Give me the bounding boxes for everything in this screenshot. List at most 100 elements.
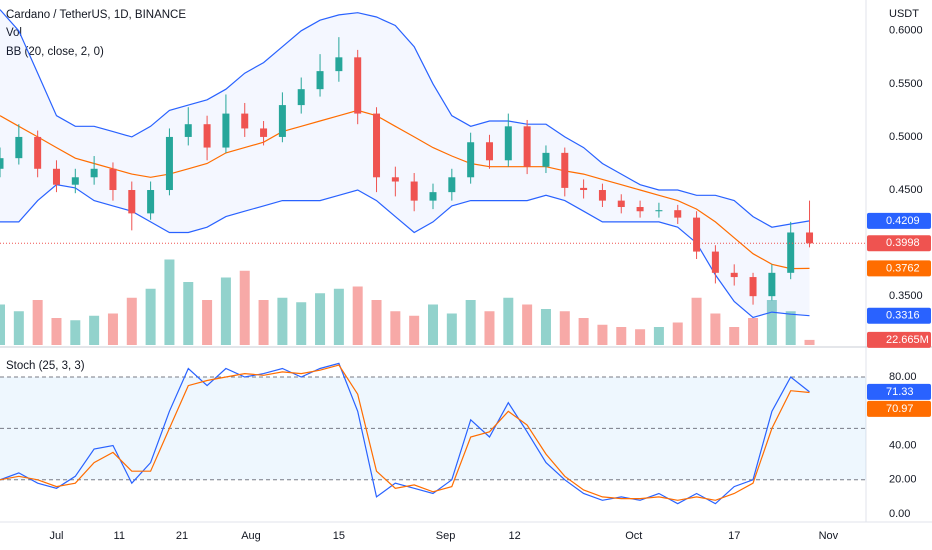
candle-body [448, 177, 456, 193]
volume-bar [766, 300, 777, 345]
candle-body [0, 158, 4, 169]
volume-bar [277, 297, 288, 345]
price-pane [0, 9, 815, 345]
candle-body [485, 142, 493, 161]
bb-lower-label-box [867, 307, 931, 324]
y-tick-label: 20.00 [889, 474, 917, 486]
candle-body [580, 187, 588, 191]
candle-body [373, 113, 381, 178]
candle-body [410, 181, 418, 201]
candle-body [711, 251, 719, 273]
volume-bar [126, 297, 137, 345]
volume-bar [32, 300, 43, 345]
volume-bar [503, 297, 514, 345]
candle-body [165, 136, 173, 191]
volume-bar [578, 318, 589, 345]
volume-bar [710, 313, 721, 345]
candle-body [354, 57, 362, 114]
volume-bar [409, 315, 420, 345]
volume-bar [540, 309, 551, 345]
volume-bar [220, 277, 231, 345]
x-tick-label: Aug [241, 530, 261, 542]
candle-body [636, 207, 644, 212]
stoch-value-label-box [867, 400, 931, 417]
candle-body [749, 277, 757, 297]
volume-bar [202, 300, 213, 345]
volume-bar [559, 311, 570, 345]
candle-body [260, 128, 268, 137]
candle-body [128, 190, 136, 214]
candle-body [504, 126, 512, 161]
candle-body [222, 113, 230, 148]
candle-body [730, 272, 738, 278]
chart-title: Cardano / TetherUS, 1D, BINANCE [6, 9, 186, 21]
volume-bar [390, 311, 401, 345]
stoch-value-label-box [867, 383, 931, 400]
x-tick-label: Oct [625, 530, 642, 542]
y-tick-label: 0.5000 [889, 131, 923, 143]
volume-bar [239, 270, 250, 345]
stoch-value-label: 70.97 [886, 403, 914, 415]
y-tick-label: 0.3500 [889, 290, 923, 302]
candle-body [523, 126, 531, 167]
volume-bar [315, 293, 326, 345]
volume-bar [51, 318, 62, 345]
volume-label: 22.665M [886, 334, 929, 346]
y-tick-label: 0.5500 [889, 78, 923, 90]
bb-basis-label: 0.3762 [886, 262, 920, 274]
x-tick-label: 11 [114, 530, 125, 542]
last-price-label-box [867, 235, 931, 252]
volume-bar [258, 300, 269, 345]
candle-body [71, 177, 79, 185]
volume-bar [616, 327, 627, 345]
volume-bar [352, 286, 363, 345]
candle-body [335, 57, 343, 72]
volume-bar [296, 302, 307, 345]
candle-body [316, 71, 324, 90]
volume-bar [107, 313, 118, 345]
volume-bar [465, 300, 476, 345]
candle-body [297, 89, 305, 106]
volume-bar [785, 311, 796, 345]
x-tick-label: 12 [508, 530, 520, 542]
bb-upper-label-box [867, 212, 931, 229]
candle-body [598, 190, 606, 201]
volume-bar [748, 318, 759, 345]
bb-lower-label: 0.3316 [886, 310, 920, 322]
candle-body [90, 168, 98, 178]
x-tick-label: 17 [728, 530, 740, 542]
candle-body [467, 142, 475, 178]
bb-basis-label-box [867, 260, 931, 277]
candle-body [768, 272, 776, 297]
volume-bar [804, 339, 815, 345]
volume-bar [672, 322, 683, 345]
candle-body [806, 232, 814, 244]
volume-bar [597, 324, 608, 345]
volume-bar [70, 320, 81, 345]
candle-body [391, 177, 399, 182]
bb-basis [0, 109, 810, 270]
bb-upper-label: 0.4209 [886, 215, 920, 227]
candle-body [542, 152, 550, 167]
x-tick-label: Sep [436, 530, 456, 542]
volume-bar [484, 311, 495, 345]
y-tick-label: 0.6000 [889, 25, 923, 37]
candle-body [429, 192, 437, 201]
candle-body [15, 136, 23, 159]
candle-body [184, 124, 192, 137]
candle-body [655, 210, 663, 212]
candle-body [109, 168, 117, 191]
volume-bar [89, 315, 100, 345]
x-tick-label: Nov [819, 530, 839, 542]
last-price-label: 0.3998 [886, 237, 920, 249]
stoch-line [0, 364, 810, 501]
candle-body [34, 136, 42, 169]
x-tick-label: Jul [49, 530, 63, 542]
volume-bar [0, 304, 5, 345]
volume-bar [371, 300, 382, 345]
candle-body [787, 232, 795, 273]
candle-body [147, 190, 155, 214]
volume-bar [635, 329, 646, 345]
volume-bar [428, 304, 438, 345]
